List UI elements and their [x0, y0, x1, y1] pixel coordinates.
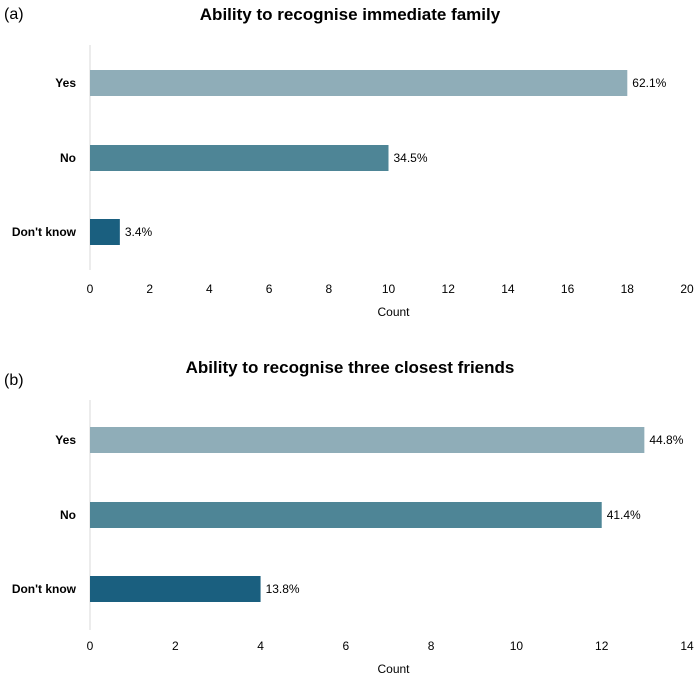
x-tick-label: 14: [680, 639, 694, 653]
chart-title-b: Ability to recognise three closest frien…: [185, 358, 515, 377]
category-label: Don't know: [12, 582, 77, 596]
x-tick-label: 10: [382, 282, 396, 296]
x-tick-label: 2: [146, 282, 153, 296]
x-tick-label: 20: [680, 282, 694, 296]
bar-chart-a: Yes 62.1% No 34.5% Don't know 3.4% 0 2 4 6 8 10 12 14…: [12, 45, 694, 319]
x-tick-label: 12: [442, 282, 456, 296]
bar-yes: [90, 70, 628, 96]
x-tick-label: 4: [257, 639, 264, 653]
data-label: 44.8%: [649, 433, 683, 447]
x-tick-label: 8: [428, 639, 435, 653]
bar-no: [90, 145, 389, 171]
x-tick-label: 10: [510, 639, 524, 653]
x-tick-label: 6: [343, 639, 350, 653]
x-axis-title: Count: [377, 305, 410, 319]
data-label: 41.4%: [607, 508, 641, 522]
data-label: 13.8%: [266, 582, 300, 596]
x-tick-label: 6: [266, 282, 273, 296]
x-tick-label: 4: [206, 282, 213, 296]
panel-label-a: (a): [4, 6, 24, 23]
panel-label-b: (b): [4, 372, 24, 389]
category-label: Don't know: [12, 225, 77, 239]
x-tick-label: 12: [595, 639, 609, 653]
x-tick-label: 0: [87, 282, 94, 296]
x-axis-title: Count: [377, 662, 410, 676]
bar-don-t-know: [90, 219, 120, 245]
bar-don-t-know: [90, 576, 261, 602]
category-label: No: [60, 151, 76, 165]
x-tick-label: 0: [87, 639, 94, 653]
x-tick-label: 16: [561, 282, 575, 296]
x-tick-label: 18: [621, 282, 635, 296]
x-tick-label: 2: [172, 639, 179, 653]
data-label: 34.5%: [394, 151, 428, 165]
category-label: Yes: [55, 433, 76, 447]
bar-yes: [90, 427, 645, 453]
category-label: No: [60, 508, 76, 522]
bar-chart-b: Yes 44.8% No 41.4% Don't know 13.8% 0 2 4 6 8 10 12 1…: [12, 400, 694, 676]
category-label: Yes: [55, 76, 76, 90]
chart-title-a: Ability to recognise immediate family: [199, 5, 501, 24]
x-tick-label: 14: [501, 282, 515, 296]
bar-no: [90, 502, 602, 528]
data-label: 62.1%: [632, 76, 666, 90]
data-label: 3.4%: [125, 225, 153, 239]
x-tick-label: 8: [325, 282, 332, 296]
